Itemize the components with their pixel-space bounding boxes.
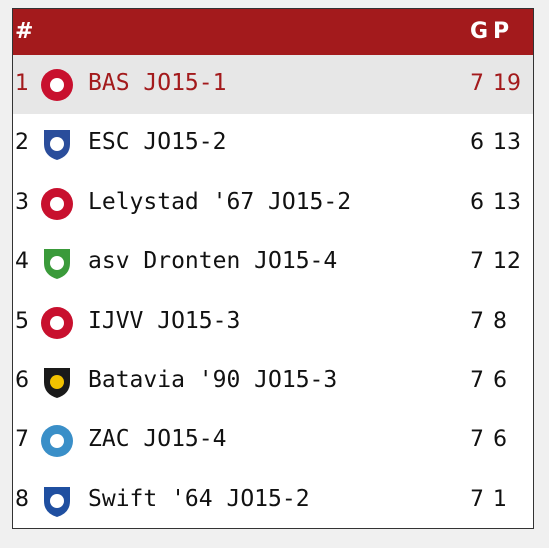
games: 7 [470, 486, 484, 512]
rank: 7 [15, 427, 29, 453]
team-logo [44, 368, 70, 398]
rank: 8 [15, 486, 29, 512]
team-name: asv Dronten JO15-4 [88, 248, 338, 275]
rank: 1 [15, 71, 29, 96]
team-row: 8 Swift '64 JO15-2 7 1 [13, 471, 533, 530]
games: 7 [470, 427, 484, 453]
team-row: 4 asv Dronten JO15-4 7 12 [13, 233, 533, 292]
points: 13 [493, 189, 521, 215]
team-logo [41, 425, 73, 458]
team-name: IJVV JO15-3 [88, 307, 241, 334]
team-logo [44, 486, 70, 517]
team-logo [41, 306, 73, 339]
team-row: 1 BAS JO15-1 7 19 [13, 55, 533, 115]
header-games: G [470, 19, 489, 44]
games: 6 [470, 130, 484, 156]
points: 6 [493, 427, 507, 453]
points: 1 [493, 486, 507, 512]
rank: 3 [15, 189, 29, 215]
team-name: Swift '64 JO15-2 [88, 485, 310, 512]
standings-table: # G P 1 BAS JO15-1 7 19 2 ESC JO15-2 6 13 3 Lelys… [12, 8, 534, 529]
games: 7 [470, 71, 484, 96]
points: 8 [493, 308, 507, 334]
team-row: 2 ESC JO15-2 6 13 [13, 114, 533, 173]
points: 19 [493, 71, 521, 96]
points: 6 [493, 368, 507, 393]
points: 13 [493, 130, 521, 156]
team-logo [41, 69, 73, 101]
header-rank: # [15, 19, 34, 44]
header-row: # G P [13, 9, 533, 55]
team-row: 3 Lelystad '67 JO15-2 6 13 [13, 174, 533, 233]
team-row: 5 IJVV JO15-3 7 8 [13, 293, 533, 352]
games: 6 [470, 189, 484, 215]
team-name: ESC JO15-2 [88, 129, 227, 156]
team-row: 7 ZAC JO15-4 7 6 [13, 411, 533, 470]
team-name: Batavia '90 JO15-3 [88, 367, 338, 393]
team-logo [41, 187, 73, 220]
points: 12 [493, 249, 521, 275]
team-row: 6 Batavia '90 JO15-3 7 6 [13, 352, 533, 411]
team-logo [44, 130, 70, 161]
games: 7 [470, 308, 484, 334]
games: 7 [470, 249, 484, 275]
rank: 4 [15, 249, 29, 275]
games: 7 [470, 368, 484, 393]
team-name: Lelystad '67 JO15-2 [88, 188, 352, 215]
rank: 6 [15, 368, 29, 393]
rank: 5 [15, 308, 29, 334]
team-name: ZAC JO15-4 [88, 426, 227, 453]
team-logo [44, 249, 70, 280]
header-points: P [493, 19, 510, 44]
team-name: BAS JO15-1 [88, 70, 227, 96]
rank: 2 [15, 130, 29, 156]
